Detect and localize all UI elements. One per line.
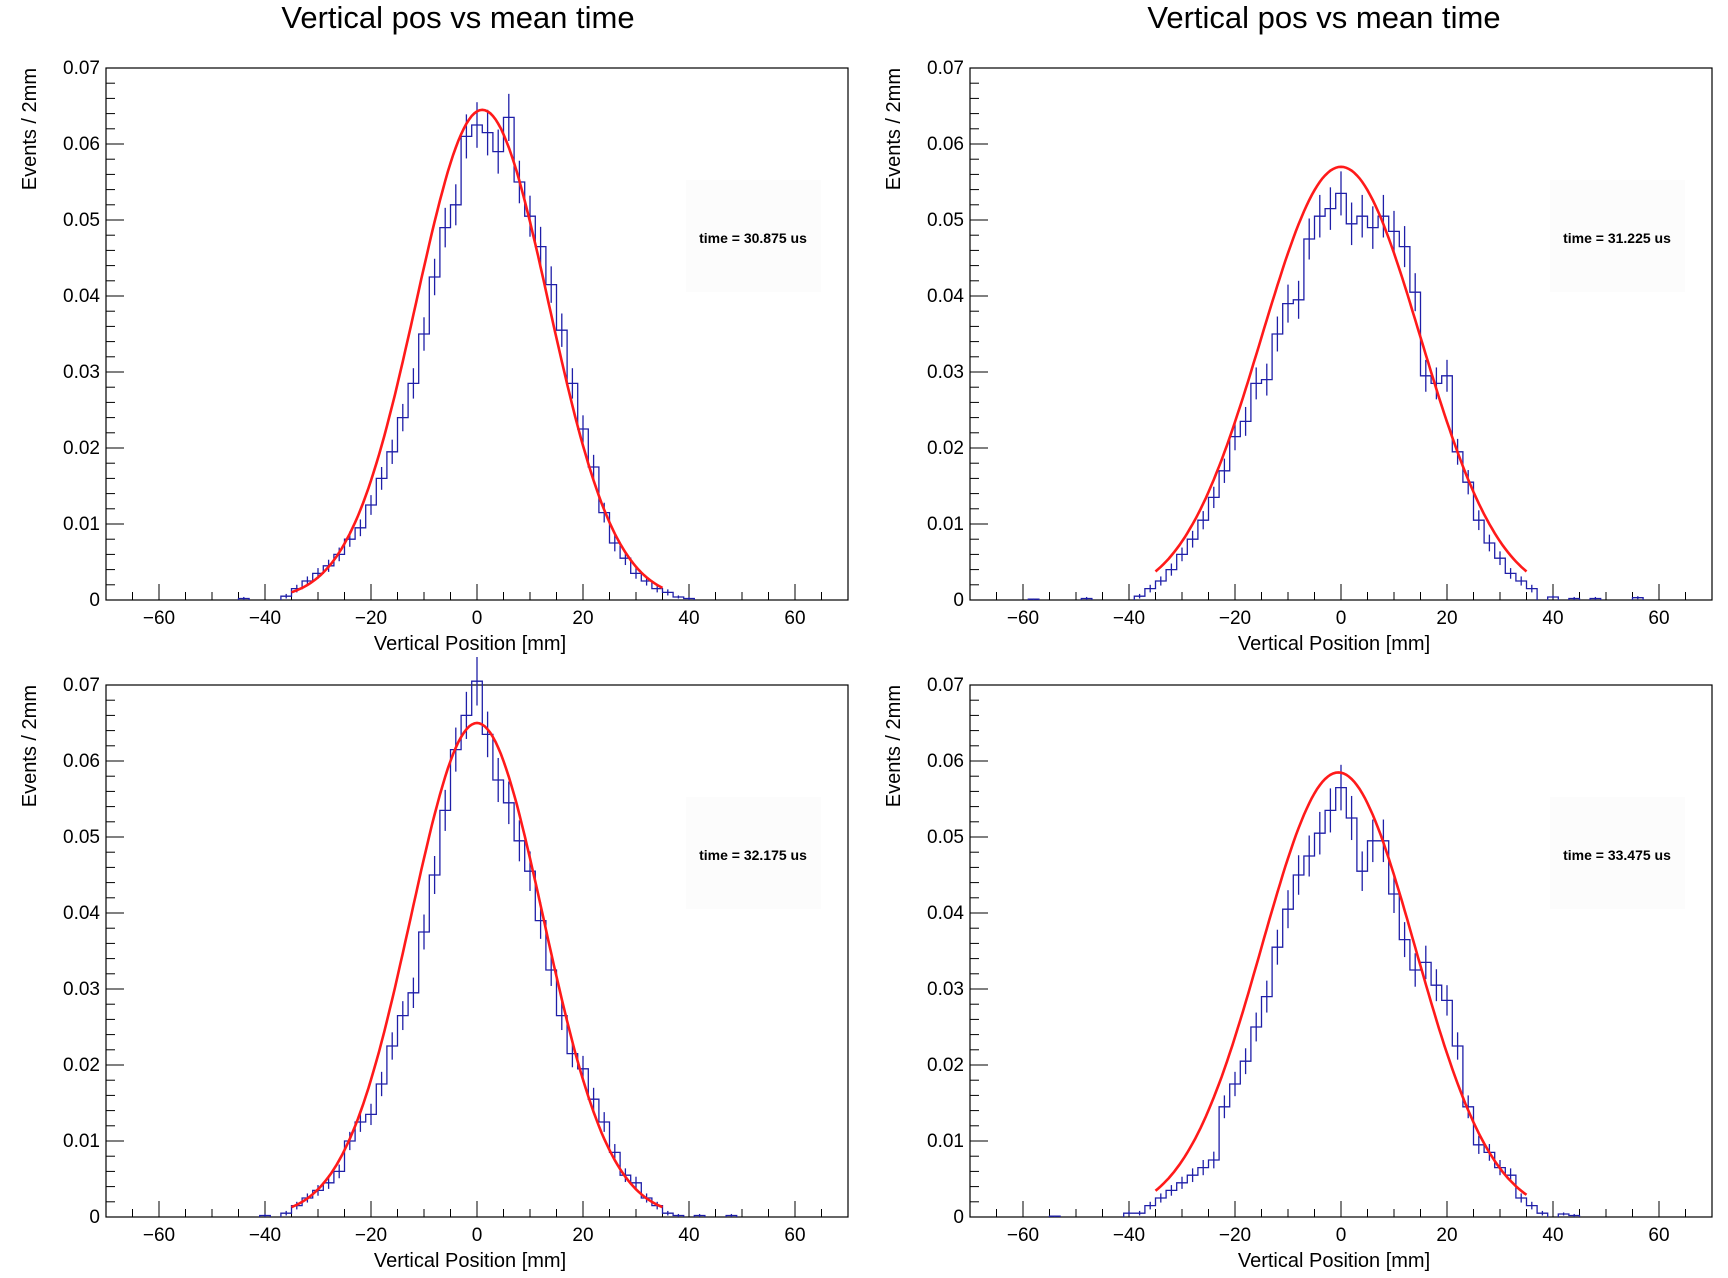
y-axis-label: Events / 2mm <box>883 685 905 807</box>
y-tick-label: 0.05 <box>63 827 100 848</box>
y-axis-label: Events / 2mm <box>883 68 905 190</box>
x-axis-label: Vertical Position [mm] <box>1238 1250 1430 1272</box>
y-tick-label: 0.06 <box>927 751 964 772</box>
x-tick-label: −40 <box>1113 1225 1145 1246</box>
y-tick-label: 0 <box>953 1207 964 1228</box>
y-tick-label: 0.04 <box>927 903 964 924</box>
y-tick-label: 0.02 <box>63 438 100 459</box>
y-tick-label: 0.02 <box>927 438 964 459</box>
x-tick-label: 20 <box>572 1225 593 1246</box>
y-tick-label: 0.03 <box>63 979 100 1000</box>
plot-frame <box>969 684 1713 1218</box>
gaussian-fit-curve <box>291 108 664 594</box>
y-tick-label: 0.05 <box>63 210 100 231</box>
annotation-box <box>1550 797 1685 909</box>
x-tick-label: 20 <box>1436 1225 1457 1246</box>
annotation-box <box>686 180 821 292</box>
y-tick-label: 0.04 <box>927 286 964 307</box>
x-tick-label: −20 <box>355 608 387 629</box>
time-annotation: time = 31.225 us <box>1563 230 1671 246</box>
x-tick-label: 40 <box>1542 608 1563 629</box>
x-tick-label: −20 <box>1219 1225 1251 1246</box>
y-axis-label: Events / 2mm <box>19 685 41 807</box>
y-tick-label: 0.05 <box>927 210 964 231</box>
x-tick-label: 60 <box>1648 608 1669 629</box>
annotation-box <box>1550 180 1685 292</box>
y-tick-label: 0.01 <box>63 514 100 535</box>
plot-bottom-left: −60 −40 −20 0 20 40 60 0 0.01 0.02 0.03 0.04 0.05 0.0… <box>19 657 849 1272</box>
y-tick-label: 0.02 <box>927 1055 964 1076</box>
y-tick-label: 0.04 <box>63 903 100 924</box>
gaussian-fit-curve <box>1154 771 1528 1196</box>
x-tick-label: 60 <box>1648 1225 1669 1246</box>
plot-frame <box>969 67 1713 601</box>
y-axis-label: Events / 2mm <box>19 68 41 190</box>
y-tick-label: 0 <box>89 590 100 611</box>
x-tick-label: −60 <box>143 608 175 629</box>
plot-frame <box>105 684 849 1218</box>
x-tick-label: −60 <box>1007 608 1039 629</box>
x-tick-label: 40 <box>1542 1225 1563 1246</box>
x-axis-label: Vertical Position [mm] <box>1238 633 1430 655</box>
y-tick-label: 0.01 <box>927 514 964 535</box>
x-tick-label: 60 <box>784 608 805 629</box>
x-tick-label: −40 <box>1113 608 1145 629</box>
y-tick-label: 0 <box>953 590 964 611</box>
x-tick-label: −60 <box>143 1225 175 1246</box>
x-tick-label: 0 <box>1336 608 1347 629</box>
x-tick-label: −20 <box>1219 608 1251 629</box>
y-tick-label: 0.02 <box>63 1055 100 1076</box>
y-tick-label: 0.06 <box>63 134 100 155</box>
heading-left: Vertical pos vs mean time <box>281 0 635 35</box>
y-tick-label: 0.03 <box>927 362 964 383</box>
x-tick-label: 0 <box>472 1225 483 1246</box>
x-tick-label: −40 <box>249 608 281 629</box>
y-tick-label: 0 <box>89 1207 100 1228</box>
y-tick-label: 0.03 <box>927 979 964 1000</box>
x-tick-label: 0 <box>1336 1225 1347 1246</box>
x-tick-label: 0 <box>472 608 483 629</box>
y-tick-label: 0.07 <box>63 675 100 696</box>
x-axis-label: Vertical Position [mm] <box>374 633 566 655</box>
x-tick-label: −60 <box>1007 1225 1039 1246</box>
y-tick-label: 0.06 <box>927 134 964 155</box>
y-tick-label: 0.01 <box>927 1131 964 1152</box>
plot-bottom-right: −60 −40 −20 0 20 40 60 0 0.01 0.02 0.03 0.04 0.05 0.0… <box>883 675 1713 1272</box>
y-tick-label: 0.03 <box>63 362 100 383</box>
x-tick-label: 40 <box>678 608 699 629</box>
y-tick-label: 0.06 <box>63 751 100 772</box>
y-tick-label: 0.04 <box>63 286 100 307</box>
x-tick-label: 20 <box>572 608 593 629</box>
y-tick-label: 0.07 <box>63 58 100 79</box>
y-tick-label: 0.05 <box>927 827 964 848</box>
gaussian-fit-curve <box>290 721 664 1209</box>
annotation-box <box>686 797 821 909</box>
time-annotation: time = 33.475 us <box>1563 847 1671 863</box>
x-axis-label: Vertical Position [mm] <box>374 1250 566 1272</box>
time-annotation: time = 32.175 us <box>699 847 807 863</box>
time-annotation: time = 30.875 us <box>699 230 807 246</box>
heading-right: Vertical pos vs mean time <box>1147 0 1501 35</box>
x-tick-label: 40 <box>678 1225 699 1246</box>
gaussian-fit-curve <box>1154 165 1528 573</box>
x-tick-label: −40 <box>249 1225 281 1246</box>
x-tick-label: 60 <box>784 1225 805 1246</box>
y-tick-label: 0.07 <box>927 58 964 79</box>
histogram-steps <box>1048 786 1581 1217</box>
plot-top-right: −60 −40 −20 0 20 40 60 0 0.01 0.02 0.03 0.04 0.05 0.0… <box>883 58 1713 655</box>
y-tick-label: 0.07 <box>927 675 964 696</box>
plot-top-left: −60 −40 −20 0 20 40 60 0 0.01 0.02 0.03 0.04 0.05 0.0… <box>19 58 849 655</box>
histogram-steps <box>237 116 695 600</box>
y-tick-label: 0.01 <box>63 1131 100 1152</box>
x-tick-label: −20 <box>355 1225 387 1246</box>
x-tick-label: 20 <box>1436 608 1457 629</box>
